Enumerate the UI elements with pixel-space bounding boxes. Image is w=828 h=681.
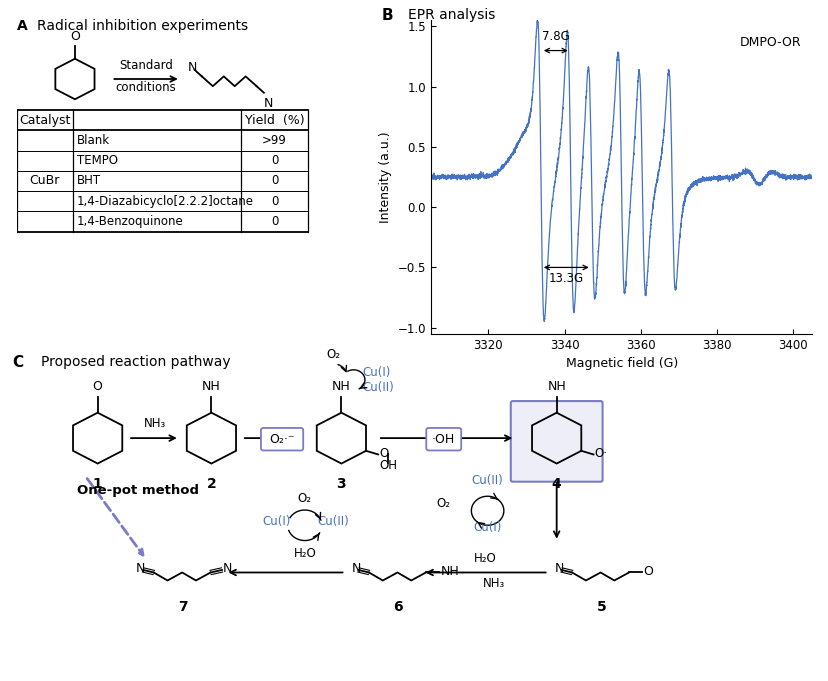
Text: B: B: [381, 8, 392, 23]
Text: 0: 0: [271, 195, 278, 208]
Text: N: N: [351, 563, 360, 575]
Text: BHT: BHT: [77, 174, 101, 187]
Polygon shape: [316, 413, 366, 464]
Text: 0: 0: [271, 215, 278, 228]
Text: N: N: [188, 61, 197, 74]
FancyBboxPatch shape: [510, 401, 602, 481]
Text: 7.8G: 7.8G: [542, 31, 569, 44]
Text: 13.3G: 13.3G: [548, 272, 583, 285]
Text: NH: NH: [546, 380, 566, 393]
Text: Standard: Standard: [119, 59, 173, 72]
Text: One-pot method: One-pot method: [77, 484, 199, 497]
Text: 1: 1: [93, 477, 103, 491]
Polygon shape: [73, 413, 123, 464]
Text: O₂: O₂: [436, 497, 450, 510]
Text: Cu(I): Cu(I): [362, 366, 391, 379]
Text: NH₃: NH₃: [482, 577, 504, 590]
Text: NH: NH: [331, 380, 350, 393]
Text: 7: 7: [178, 600, 188, 614]
Text: Cu(II): Cu(II): [471, 474, 503, 487]
Text: 5: 5: [596, 600, 605, 614]
Text: H₂O: H₂O: [474, 552, 496, 565]
Text: 3: 3: [336, 477, 346, 491]
Text: NH: NH: [440, 565, 459, 578]
Text: N: N: [223, 563, 232, 575]
Text: C: C: [12, 355, 23, 370]
Text: 6: 6: [393, 600, 402, 614]
Text: H₂O: H₂O: [293, 547, 315, 560]
Text: Yield  (%): Yield (%): [244, 114, 304, 127]
Text: conditions: conditions: [116, 80, 176, 93]
Text: O₂: O₂: [297, 492, 311, 505]
Text: O·: O·: [594, 447, 607, 460]
Text: CuBr: CuBr: [30, 174, 60, 187]
Text: O: O: [643, 565, 652, 578]
Text: >99: >99: [262, 134, 286, 147]
Text: NH₃: NH₃: [143, 417, 166, 430]
Text: Cu(I): Cu(I): [262, 515, 291, 528]
Text: N: N: [136, 563, 146, 575]
Text: EPR analysis: EPR analysis: [407, 8, 495, 22]
Text: Catalyst: Catalyst: [19, 114, 70, 127]
Text: O₂: O₂: [326, 348, 339, 361]
Text: Proposed reaction pathway: Proposed reaction pathway: [41, 355, 230, 368]
FancyBboxPatch shape: [426, 428, 460, 450]
Text: O: O: [70, 30, 79, 43]
Text: N: N: [554, 563, 563, 575]
Text: NH: NH: [202, 380, 220, 393]
Text: O: O: [379, 447, 388, 460]
Text: Blank: Blank: [77, 134, 110, 147]
FancyBboxPatch shape: [261, 428, 303, 450]
Text: ·OH: ·OH: [431, 432, 455, 445]
Y-axis label: Intensity (a.u.): Intensity (a.u.): [378, 131, 392, 223]
Text: Radical inhibition experiments: Radical inhibition experiments: [36, 18, 248, 33]
Text: Cu(II): Cu(II): [317, 515, 349, 528]
Text: DMPO-OR: DMPO-OR: [739, 36, 800, 49]
X-axis label: Magnetic field (G): Magnetic field (G): [565, 357, 677, 370]
Text: 1,4-Diazabicyclo[2.2.2]octane: 1,4-Diazabicyclo[2.2.2]octane: [77, 195, 253, 208]
Text: O₂·⁻: O₂·⁻: [269, 432, 295, 445]
Text: A: A: [17, 18, 27, 33]
Text: 2: 2: [206, 477, 216, 491]
Text: O: O: [93, 380, 103, 393]
Text: TEMPO: TEMPO: [77, 154, 118, 168]
Text: OH: OH: [379, 459, 397, 472]
Text: N: N: [263, 97, 273, 110]
Text: 0: 0: [271, 174, 278, 187]
Text: 1,4-Benzoquinone: 1,4-Benzoquinone: [77, 215, 183, 228]
Text: 4: 4: [551, 477, 561, 491]
Polygon shape: [186, 413, 236, 464]
Text: Cu(I): Cu(I): [473, 522, 501, 535]
Text: 0: 0: [271, 154, 278, 168]
Text: Cu(II): Cu(II): [362, 381, 394, 394]
